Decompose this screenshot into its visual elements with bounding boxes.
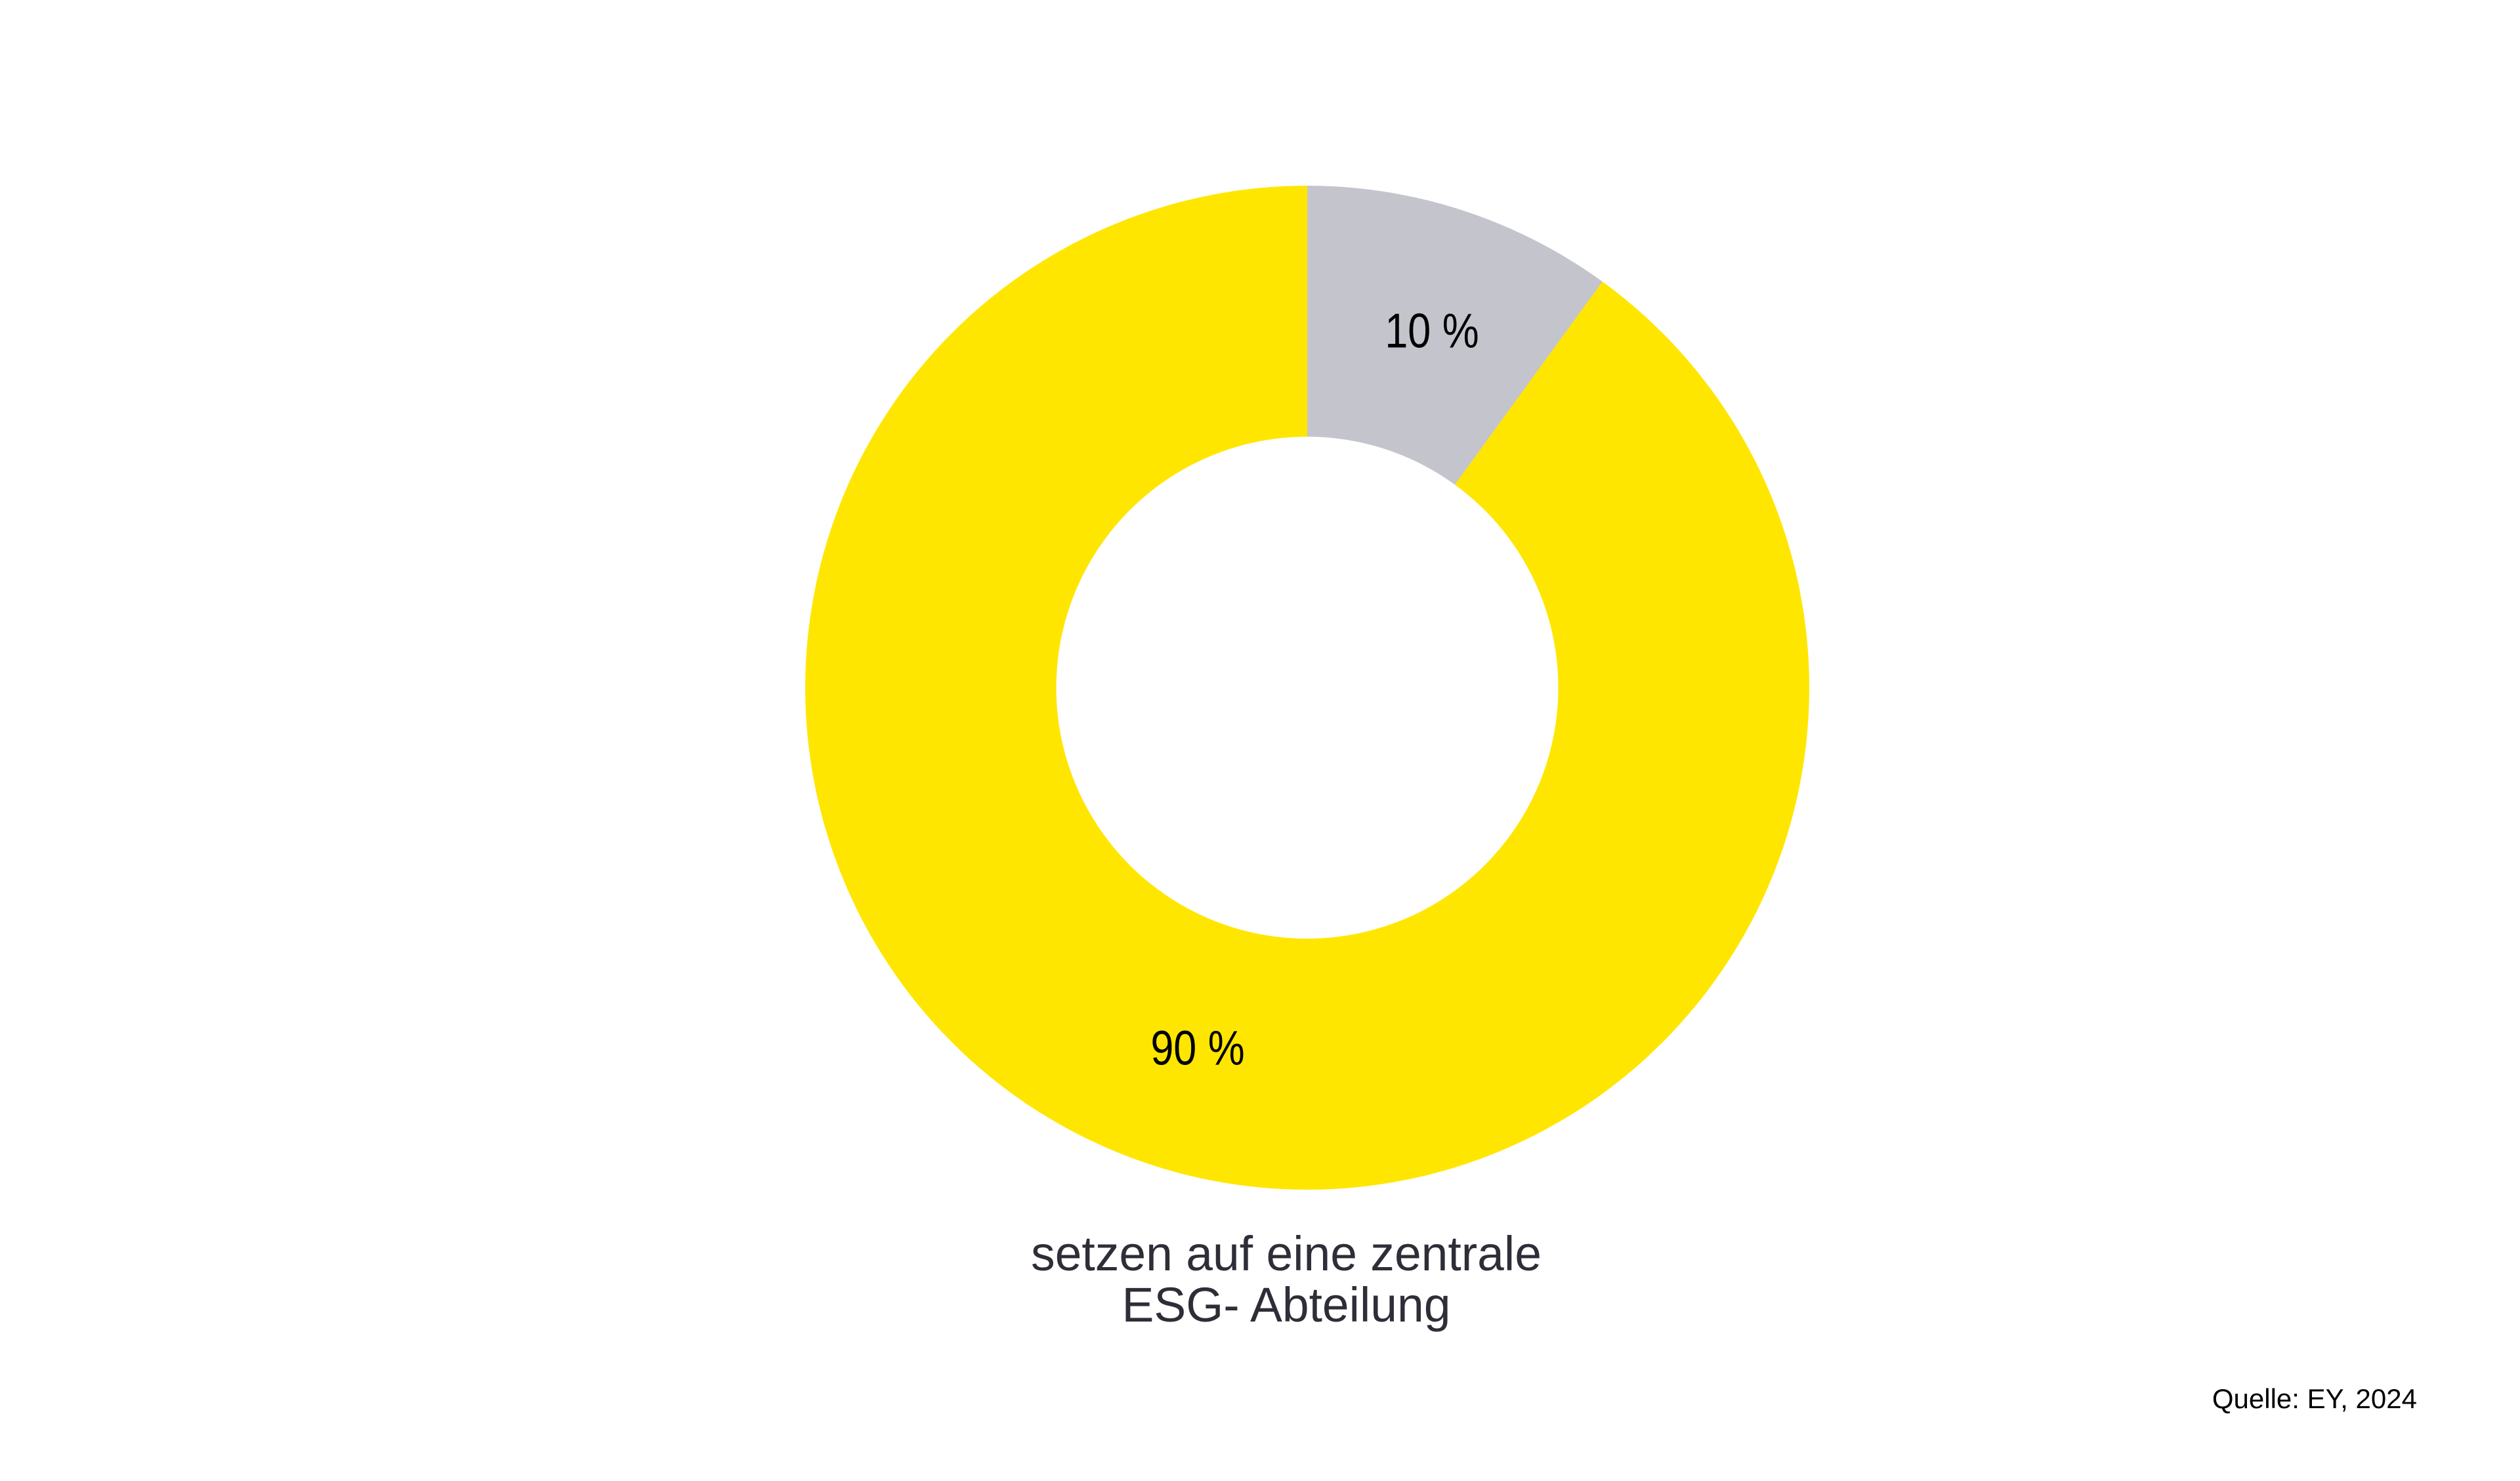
donut-hole	[1056, 436, 1559, 939]
donut-chart	[805, 186, 1809, 1190]
chart-caption: setzen auf eine zentrale ESG- Abteilung	[637, 1228, 1936, 1331]
caption-line-1: setzen auf eine zentrale	[1031, 1226, 1542, 1281]
source-note: Quelle: EY, 2024	[2212, 1383, 2417, 1414]
slice-label-90-percent: 90 %	[1150, 1020, 1245, 1075]
slice-label-10-percent: 10 %	[1385, 303, 1479, 358]
caption-line-2: ESG- Abteilung	[1122, 1278, 1451, 1332]
